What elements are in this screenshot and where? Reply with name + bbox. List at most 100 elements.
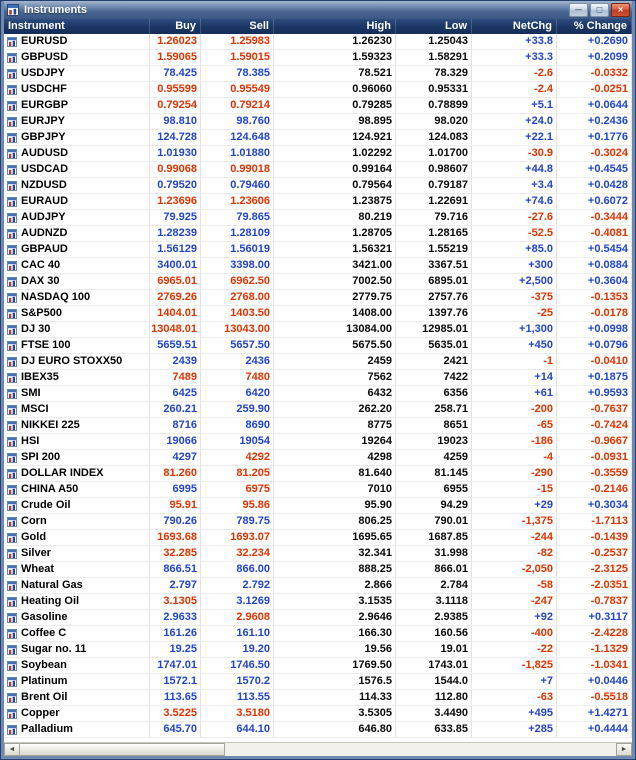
sell-price[interactable]: 81.205	[201, 466, 274, 481]
sell-price[interactable]: 2436	[201, 354, 274, 369]
column-header-netchg[interactable]: NetChg	[472, 19, 557, 34]
table-row[interactable]: DAX 30 6965.01 6962.50 7002.50 6895.01 +…	[4, 274, 632, 290]
buy-price[interactable]: 6965.01	[150, 274, 201, 289]
buy-price[interactable]: 81.260	[150, 466, 201, 481]
column-header-percent-change[interactable]: % Change	[557, 19, 632, 34]
close-button[interactable]: ×	[611, 3, 630, 17]
sell-price[interactable]: 1.59015	[201, 50, 274, 65]
table-row[interactable]: Crude Oil 95.91 95.86 95.90 94.29 +29 +0…	[4, 498, 632, 514]
sell-price[interactable]: 0.79460	[201, 178, 274, 193]
buy-price[interactable]: 98.810	[150, 114, 201, 129]
sell-price[interactable]: 13043.00	[201, 322, 274, 337]
sell-price[interactable]: 78.385	[201, 66, 274, 81]
buy-price[interactable]: 866.51	[150, 562, 201, 577]
table-row[interactable]: GBPJPY 124.728 124.648 124.921 124.083 +…	[4, 130, 632, 146]
table-row[interactable]: AUDJPY 79.925 79.865 80.219 79.716 -27.6…	[4, 210, 632, 226]
sell-price[interactable]: 2768.00	[201, 290, 274, 305]
buy-price[interactable]: 5659.51	[150, 338, 201, 353]
table-row[interactable]: SMI 6425 6420 6432 6356 +61 +0.9593	[4, 386, 632, 402]
table-row[interactable]: AUDNZD 1.28239 1.28109 1.28705 1.28165 -…	[4, 226, 632, 242]
sell-price[interactable]: 1.01880	[201, 146, 274, 161]
buy-price[interactable]: 2769.26	[150, 290, 201, 305]
sell-price[interactable]: 1403.50	[201, 306, 274, 321]
buy-price[interactable]: 95.91	[150, 498, 201, 513]
table-row[interactable]: Wheat 866.51 866.00 888.25 866.01 -2,050…	[4, 562, 632, 578]
table-row[interactable]: Gold 1693.68 1693.07 1695.65 1687.85 -24…	[4, 530, 632, 546]
horizontal-scrollbar[interactable]: ◄ ►	[4, 742, 632, 756]
table-row[interactable]: EURGBP 0.79254 0.79214 0.79285 0.78899 +…	[4, 98, 632, 114]
buy-price[interactable]: 2439	[150, 354, 201, 369]
sell-price[interactable]: 3.5180	[201, 706, 274, 721]
sell-price[interactable]: 19.20	[201, 642, 274, 657]
sell-price[interactable]: 1570.2	[201, 674, 274, 689]
sell-price[interactable]: 866.00	[201, 562, 274, 577]
column-header-instrument[interactable]: Instrument	[4, 19, 150, 34]
table-row[interactable]: USDJPY 78.425 78.385 78.521 78.329 -2.6 …	[4, 66, 632, 82]
table-row[interactable]: Copper 3.5225 3.5180 3.5305 3.4490 +495 …	[4, 706, 632, 722]
sell-price[interactable]: 98.760	[201, 114, 274, 129]
table-row[interactable]: SPI 200 4297 4292 4298 4259 -4 -0.0931	[4, 450, 632, 466]
buy-price[interactable]: 79.925	[150, 210, 201, 225]
table-row[interactable]: Soybean 1747.01 1746.50 1769.50 1743.01 …	[4, 658, 632, 674]
buy-price[interactable]: 1.01930	[150, 146, 201, 161]
buy-price[interactable]: 6995	[150, 482, 201, 497]
buy-price[interactable]: 4297	[150, 450, 201, 465]
buy-price[interactable]: 1.59065	[150, 50, 201, 65]
column-header-high[interactable]: High	[274, 19, 396, 34]
table-row[interactable]: DOLLAR INDEX 81.260 81.205 81.640 81.145…	[4, 466, 632, 482]
table-row[interactable]: Corn 790.26 789.75 806.25 790.01 -1,375 …	[4, 514, 632, 530]
buy-price[interactable]: 19066	[150, 434, 201, 449]
scroll-track[interactable]	[225, 743, 616, 756]
sell-price[interactable]: 1746.50	[201, 658, 274, 673]
buy-price[interactable]: 3.1305	[150, 594, 201, 609]
sell-price[interactable]: 3.1269	[201, 594, 274, 609]
scroll-right-icon[interactable]: ►	[616, 743, 632, 756]
buy-price[interactable]: 0.79520	[150, 178, 201, 193]
sell-price[interactable]: 124.648	[201, 130, 274, 145]
sell-price[interactable]: 3398.00	[201, 258, 274, 273]
sell-price[interactable]: 259.90	[201, 402, 274, 417]
column-header-low[interactable]: Low	[396, 19, 472, 34]
sell-price[interactable]: 1.56019	[201, 242, 274, 257]
table-row[interactable]: DJ EURO STOXX50 2439 2436 2459 2421 -1 -…	[4, 354, 632, 370]
table-row[interactable]: Silver 32.285 32.234 32.341 31.998 -82 -…	[4, 546, 632, 562]
buy-price[interactable]: 0.99068	[150, 162, 201, 177]
scroll-left-icon[interactable]: ◄	[4, 743, 20, 756]
table-row[interactable]: Coffee C 161.26 161.10 166.30 160.56 -40…	[4, 626, 632, 642]
table-row[interactable]: FTSE 100 5659.51 5657.50 5675.50 5635.01…	[4, 338, 632, 354]
table-row[interactable]: GBPUSD 1.59065 1.59015 1.59323 1.58291 +…	[4, 50, 632, 66]
table-row[interactable]: NZDUSD 0.79520 0.79460 0.79564 0.79187 +…	[4, 178, 632, 194]
sell-price[interactable]: 1.28109	[201, 226, 274, 241]
sell-price[interactable]: 4292	[201, 450, 274, 465]
column-header-buy[interactable]: Buy	[150, 19, 201, 34]
minimize-button[interactable]: ─	[569, 3, 588, 17]
buy-price[interactable]: 161.26	[150, 626, 201, 641]
scroll-thumb[interactable]	[20, 743, 225, 756]
table-row[interactable]: MSCI 260.21 259.90 262.20 258.71 -200 -0…	[4, 402, 632, 418]
buy-price[interactable]: 260.21	[150, 402, 201, 417]
buy-price[interactable]: 19.25	[150, 642, 201, 657]
sell-price[interactable]: 6975	[201, 482, 274, 497]
table-row[interactable]: EURAUD 1.23696 1.23606 1.23875 1.22691 +…	[4, 194, 632, 210]
table-row[interactable]: CAC 40 3400.01 3398.00 3421.00 3367.51 +…	[4, 258, 632, 274]
title-bar[interactable]: Instruments ─ □ ×	[4, 1, 632, 19]
table-row[interactable]: NIKKEI 225 8716 8690 8775 8651 -65 -0.74…	[4, 418, 632, 434]
sell-price[interactable]: 1.25983	[201, 34, 274, 49]
buy-price[interactable]: 8716	[150, 418, 201, 433]
table-row[interactable]: Natural Gas 2.797 2.792 2.866 2.784 -58 …	[4, 578, 632, 594]
buy-price[interactable]: 1404.01	[150, 306, 201, 321]
sell-price[interactable]: 2.792	[201, 578, 274, 593]
table-row[interactable]: Gasoline 2.9633 2.9608 2.9646 2.9385 +92…	[4, 610, 632, 626]
sell-price[interactable]: 2.9608	[201, 610, 274, 625]
sell-price[interactable]: 7480	[201, 370, 274, 385]
buy-price[interactable]: 113.65	[150, 690, 201, 705]
sell-price[interactable]: 19054	[201, 434, 274, 449]
table-row[interactable]: GBPAUD 1.56129 1.56019 1.56321 1.55219 +…	[4, 242, 632, 258]
table-row[interactable]: Palladium 645.70 644.10 646.80 633.85 +2…	[4, 722, 632, 738]
maximize-button[interactable]: □	[590, 3, 609, 17]
buy-price[interactable]: 1572.1	[150, 674, 201, 689]
sell-price[interactable]: 5657.50	[201, 338, 274, 353]
buy-price[interactable]: 1.23696	[150, 194, 201, 209]
sell-price[interactable]: 644.10	[201, 722, 274, 737]
table-row[interactable]: EURJPY 98.810 98.760 98.895 98.020 +24.0…	[4, 114, 632, 130]
